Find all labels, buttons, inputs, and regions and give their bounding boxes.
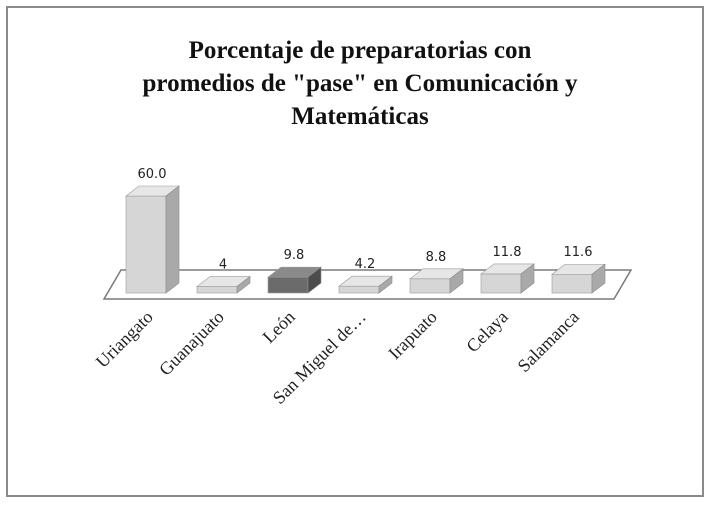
chart-title-line-3: Matemáticas bbox=[291, 103, 429, 130]
chart-title: Porcentaje de preparatorias con promedio… bbox=[60, 34, 660, 133]
bar-front bbox=[267, 276, 309, 294]
category-label: Salamanca bbox=[514, 307, 583, 376]
bar-front bbox=[338, 285, 380, 294]
bar bbox=[338, 275, 393, 294]
bar-side bbox=[520, 263, 535, 294]
bar-side bbox=[236, 275, 251, 294]
data-label: 11.8 bbox=[493, 245, 522, 260]
data-label: 8.8 bbox=[426, 250, 447, 265]
data-label: 4 bbox=[219, 258, 227, 273]
chart-frame bbox=[6, 6, 704, 497]
value-labels: 60.0 4 9.8 4.2 8.8 11.8 11.6 bbox=[138, 167, 593, 273]
category-label: Guanajuato bbox=[155, 307, 228, 380]
data-label: 60.0 bbox=[138, 167, 167, 182]
bars bbox=[125, 185, 606, 294]
bar-front bbox=[196, 286, 238, 294]
bar-side bbox=[165, 185, 180, 294]
bar-side bbox=[591, 263, 606, 294]
bar-side bbox=[378, 275, 393, 294]
data-label: 9.8 bbox=[284, 248, 305, 263]
bar-front bbox=[551, 273, 593, 294]
bar bbox=[551, 263, 606, 294]
data-label: 4.2 bbox=[355, 257, 376, 272]
bar-front bbox=[409, 278, 451, 294]
category-label: Uriangato bbox=[92, 307, 157, 372]
chart-title-line-2: promedios de "pase" en Comunicación y bbox=[142, 70, 578, 97]
data-label: 11.6 bbox=[564, 245, 593, 260]
bar-side bbox=[449, 268, 464, 294]
category-label: Irapuato bbox=[384, 307, 441, 364]
bar bbox=[267, 266, 322, 294]
bar bbox=[409, 268, 464, 294]
bar bbox=[125, 185, 180, 294]
chart-title-line-1: Porcentaje de preparatorias con bbox=[188, 37, 532, 64]
category-label: Celaya bbox=[462, 307, 511, 356]
category-label: León bbox=[259, 307, 299, 347]
bar-front bbox=[125, 195, 167, 294]
bar-front bbox=[480, 273, 522, 294]
bar-side bbox=[307, 266, 322, 294]
bar bbox=[196, 275, 251, 294]
bar bbox=[480, 263, 535, 294]
